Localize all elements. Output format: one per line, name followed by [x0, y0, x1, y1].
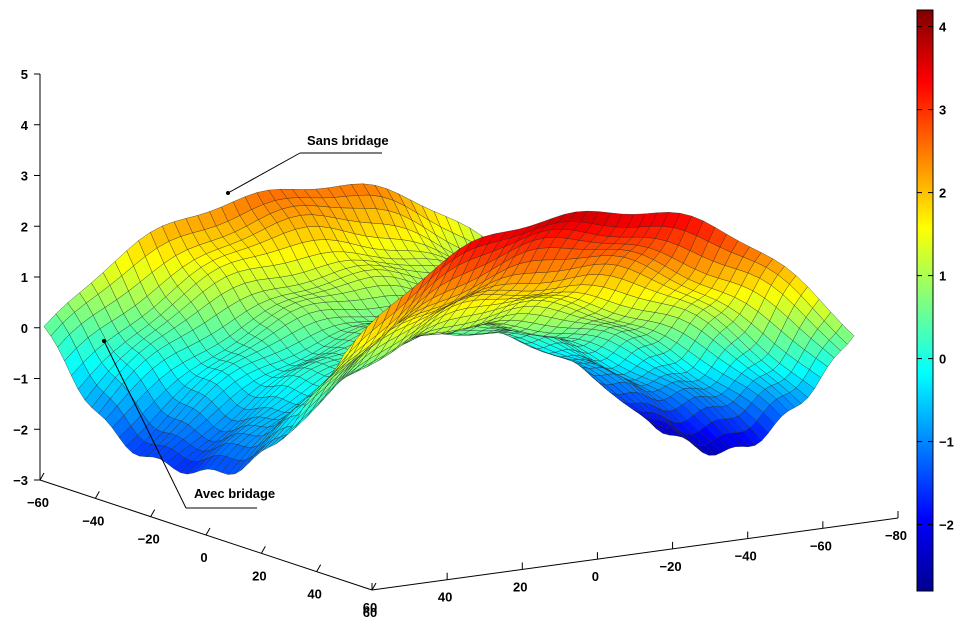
x-tick-label: 0	[592, 569, 599, 584]
colorbar-tick-label: 3	[939, 103, 946, 118]
x-tick-label: 20	[513, 579, 527, 594]
y-tick-label: 0	[200, 550, 207, 565]
colorbar-tick-label: −2	[939, 518, 954, 533]
annotation-sans-bridage: Sans bridage	[226, 133, 389, 195]
x-tick-label: −20	[660, 559, 682, 574]
colorbar-tick-label: 2	[939, 186, 946, 201]
y-tick-label: 60	[363, 605, 377, 620]
annotation-point	[102, 339, 106, 343]
surface-patch	[336, 339, 356, 367]
colorbar-ticks: 4 3 2 1 0 −1 −2	[917, 20, 954, 533]
annotation-leader-line	[103, 340, 187, 509]
z-tick-label: 0	[21, 321, 28, 336]
y-tick-mark	[316, 564, 322, 572]
annotation-point	[226, 191, 230, 195]
y-tick-label: −40	[82, 513, 104, 528]
annotation-leader-line	[227, 152, 301, 194]
z-tick-label: 1	[21, 270, 28, 285]
z-tick-label: −3	[13, 473, 28, 488]
z-tick-label: −2	[13, 422, 28, 437]
y-tick-label: −60	[27, 495, 49, 510]
colorbar-tick-label: 1	[939, 269, 946, 284]
z-tick-label: 4	[21, 118, 29, 133]
z-tick-label: 3	[21, 169, 28, 184]
y-tick-mark	[39, 472, 45, 481]
annotation-label: Avec bridage	[194, 486, 275, 501]
y-tick-label: −20	[138, 532, 160, 547]
y-tick-label: 40	[307, 587, 321, 602]
x-axis-ticks: 60 40 20 0 −20 −40 −60 −80	[363, 511, 907, 615]
x-tick-label: 60	[363, 600, 377, 615]
colorbar-tick-label: 4	[939, 20, 947, 35]
z-tick-label: 5	[21, 67, 28, 82]
y-tick-mark	[150, 509, 156, 517]
colorbar-gradient	[916, 9, 934, 592]
z-tick-label: 2	[21, 219, 28, 234]
x-tick-label: −80	[885, 528, 907, 543]
colorbar-tick-label: 0	[939, 352, 946, 367]
y-axis-ticks: −60 −40 −20 0 20 40 60	[27, 472, 377, 620]
z-axis-ticks: 5 4 3 2 1 0 −1 −2 −3	[13, 67, 40, 488]
annotation-avec-bridage: Avec bridage	[102, 339, 275, 509]
y-tick-label: 20	[252, 568, 266, 583]
colorbar: 4 3 2 1 0 −1 −2	[916, 9, 954, 592]
x-tick-label: −60	[810, 538, 832, 553]
annotation-label: Sans bridage	[307, 133, 389, 148]
y-tick-mark	[205, 527, 211, 536]
x-tick-label: 40	[438, 590, 452, 605]
y-tick-mark	[94, 491, 100, 499]
x-axis-line	[371, 517, 899, 591]
x-tick-label: −40	[735, 549, 757, 564]
z-tick-label: −1	[13, 372, 28, 387]
y-tick-mark	[260, 546, 266, 554]
y-tick-mark	[371, 582, 377, 591]
colorbar-tick-label: −1	[939, 435, 954, 450]
surface-mesh	[43, 183, 855, 475]
